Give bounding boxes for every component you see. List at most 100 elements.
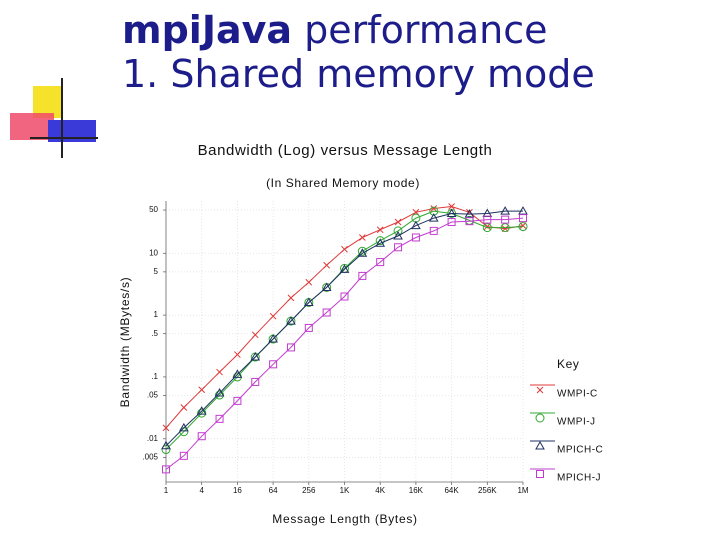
marker [322, 308, 331, 317]
marker [287, 294, 295, 302]
marker [269, 360, 278, 369]
marker [375, 236, 385, 246]
y-tick-label: 5 [154, 267, 159, 276]
marker [251, 331, 259, 339]
y-tick-label: .05 [147, 391, 159, 400]
x-tick-label: 4 [199, 486, 204, 495]
marker [321, 282, 332, 291]
marker [394, 218, 402, 226]
marker [483, 223, 491, 230]
deco-red [10, 113, 54, 140]
marker [518, 222, 528, 232]
x-tick-label: 1M [517, 486, 528, 495]
marker [411, 233, 420, 242]
marker [196, 406, 207, 415]
marker [501, 215, 510, 224]
marker [429, 226, 438, 235]
marker [232, 369, 243, 378]
slide-title: mpiJava performance 1. Shared memory mod… [122, 8, 595, 96]
marker [340, 292, 349, 301]
legend-label: MPICH-J [557, 473, 601, 484]
marker [215, 414, 224, 423]
x-tick-label: 1 [164, 486, 169, 495]
marker [464, 209, 475, 218]
legend-marker [536, 386, 544, 394]
legend-marker [536, 470, 544, 478]
x-tick-label: 256K [478, 486, 497, 495]
series-line [165, 210, 524, 450]
marker [234, 351, 241, 358]
series-line [165, 210, 523, 447]
marker [358, 234, 366, 241]
legend-label: WMPI-J [557, 417, 596, 428]
marker [357, 248, 368, 257]
marker [448, 203, 455, 210]
y-tick-label: .005 [142, 453, 158, 462]
legend-title: Key [557, 357, 579, 371]
marker [376, 226, 384, 234]
marker [305, 278, 313, 286]
marker [250, 352, 261, 361]
marker [430, 205, 438, 212]
legend-marker [535, 413, 545, 423]
marker [323, 261, 331, 269]
marker [428, 213, 439, 222]
marker [519, 214, 527, 223]
deco-yellow [33, 86, 63, 118]
marker [446, 208, 457, 217]
marker [251, 377, 260, 386]
x-tick-label: 64K [444, 486, 459, 495]
title-bold: mpiJava [122, 8, 293, 52]
marker [375, 238, 386, 247]
marker [162, 465, 170, 474]
title-rest: performance [304, 8, 548, 52]
y-axis-label: Bandwidth (MBytes/s) [118, 277, 132, 408]
marker [304, 323, 313, 332]
x-axis-label: Message Length (Bytes) [272, 512, 417, 526]
y-tick-label: 1 [154, 310, 159, 319]
marker [197, 408, 207, 418]
legend-marker [535, 440, 545, 450]
y-tick-label: 10 [149, 248, 158, 257]
x-tick-label: 1K [340, 486, 350, 495]
marker [214, 387, 225, 397]
marker [501, 225, 509, 233]
series-line [165, 217, 524, 470]
marker [394, 243, 403, 252]
marker [483, 215, 492, 224]
marker [411, 220, 421, 230]
marker [339, 264, 350, 273]
y-tick-label: .5 [151, 329, 158, 338]
legend-label: MPICH-C [557, 445, 603, 456]
marker [198, 386, 206, 394]
marker [393, 226, 403, 236]
marker [465, 217, 474, 226]
marker [341, 245, 348, 253]
chart-title: Bandwidth (Log) versus Message Length [198, 142, 493, 159]
x-tick-label: 4K [375, 486, 385, 495]
marker [178, 422, 189, 432]
x-tick-label: 16K [409, 486, 424, 495]
marker [233, 396, 242, 405]
marker [179, 451, 188, 460]
y-tick-label: .1 [151, 372, 158, 381]
title-line-2: 1. Shared memory mode [122, 52, 595, 96]
legend-label: WMPI-C [557, 389, 598, 400]
marker [162, 424, 170, 432]
y-tick-label: .01 [147, 434, 159, 443]
marker [447, 218, 456, 227]
marker [197, 432, 206, 441]
marker [216, 368, 223, 376]
marker [161, 440, 171, 450]
marker [519, 222, 527, 229]
marker [376, 258, 385, 267]
marker [269, 312, 277, 320]
x-tick-label: 16 [233, 486, 242, 495]
marker [393, 231, 403, 240]
marker [286, 343, 295, 352]
x-tick-label: 256 [302, 486, 316, 495]
marker [303, 297, 314, 306]
marker [180, 404, 188, 411]
